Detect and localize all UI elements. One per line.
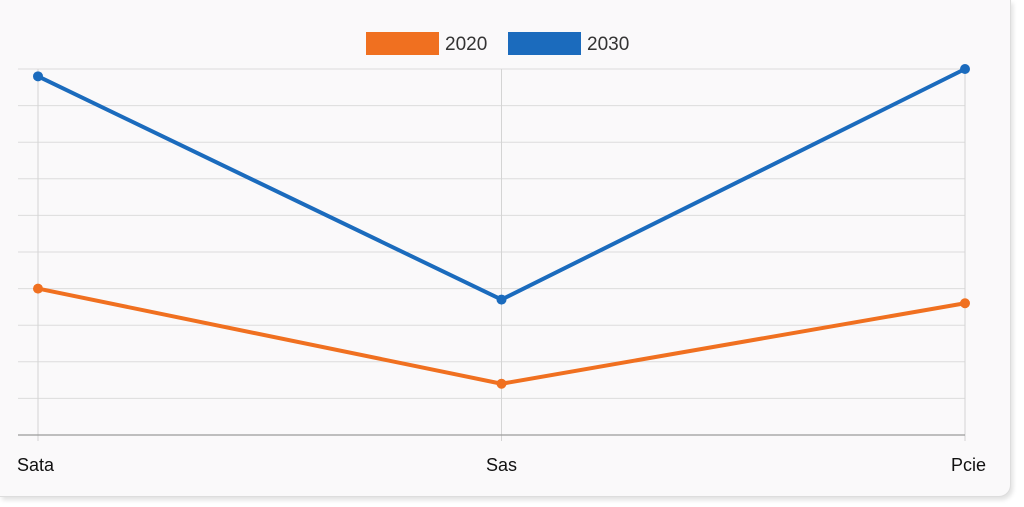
x-tick-label: Sata xyxy=(17,455,55,475)
chart-series xyxy=(33,64,970,389)
series-2030 xyxy=(33,64,970,305)
legend-item-2030[interactable]: 2030 xyxy=(508,32,629,55)
x-tick-label: Sas xyxy=(486,455,517,475)
data-point[interactable] xyxy=(960,64,970,74)
legend-swatch xyxy=(508,32,581,55)
series-2020 xyxy=(33,283,970,389)
chart-card: Sata Sas Pcie 2020 2030 xyxy=(0,0,1011,497)
data-point[interactable] xyxy=(496,378,507,389)
chart-legend[interactable]: 2020 2030 xyxy=(366,32,629,55)
data-point[interactable] xyxy=(496,294,507,305)
x-axis-ticks: Sata Sas Pcie xyxy=(17,455,986,475)
x-tick-label: Pcie xyxy=(951,455,986,475)
legend-item-2020[interactable]: 2020 xyxy=(366,32,487,55)
legend-label: 2020 xyxy=(445,34,487,55)
chart-grid xyxy=(18,68,966,441)
data-point[interactable] xyxy=(33,71,43,82)
legend-swatch xyxy=(366,32,439,55)
legend-label: 2030 xyxy=(587,34,629,55)
data-point[interactable] xyxy=(960,298,970,309)
data-point[interactable] xyxy=(33,283,43,294)
line-chart: Sata Sas Pcie 2020 2030 xyxy=(17,32,986,475)
